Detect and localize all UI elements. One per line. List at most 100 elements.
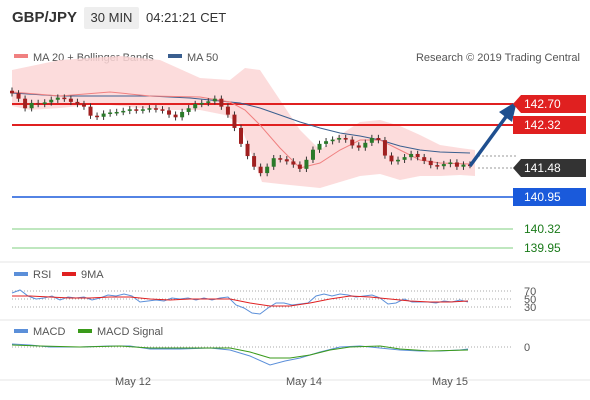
candle-body <box>153 108 158 110</box>
candle-body <box>219 98 224 107</box>
candle-body <box>239 127 243 144</box>
price-tag-142-32-label: 142.32 <box>524 118 561 132</box>
rsi-tick-70: 70 <box>524 286 536 298</box>
ma50-legend-swatch <box>168 54 182 58</box>
candle-body <box>140 109 145 111</box>
rsi-tick-50: 50 <box>524 294 536 306</box>
candle-body <box>415 153 420 158</box>
candle-body <box>10 90 14 94</box>
candle-body <box>265 166 270 174</box>
candle-body <box>180 111 185 118</box>
symbol-title: GBP/JPY <box>12 9 78 26</box>
ma50-line <box>11 92 471 154</box>
bollinger-band-area <box>12 56 475 188</box>
candle-body <box>167 110 172 115</box>
candle-body <box>454 162 459 167</box>
candle-body <box>271 158 276 167</box>
projection-arrow-shaft <box>468 112 510 168</box>
projection-arrow-head <box>499 101 517 122</box>
timeframe-button[interactable]: 30 MIN <box>84 7 139 29</box>
rsi-ma-legend-swatch <box>62 272 76 276</box>
candle-body <box>81 104 86 107</box>
credit-text: Research © 2019 Trading Central <box>416 52 580 64</box>
candle-body <box>42 102 47 104</box>
candle-body <box>173 114 178 118</box>
candle-body <box>363 142 368 148</box>
candle-body <box>291 161 296 165</box>
candle-body <box>134 109 139 111</box>
rsi-tick-30: 30 <box>524 302 536 314</box>
candle-body <box>36 102 41 105</box>
candle-body <box>29 102 34 109</box>
candle-body <box>68 98 73 102</box>
candle-body <box>402 157 407 160</box>
rsi-ma-line <box>12 295 469 307</box>
candle-body <box>448 162 453 165</box>
candle-body <box>193 104 198 109</box>
candle-body <box>304 159 309 169</box>
candle-body <box>330 139 335 142</box>
candle-body <box>350 139 355 146</box>
candle-body <box>324 141 329 144</box>
candle-body <box>23 98 28 109</box>
ma20-line <box>11 91 471 169</box>
macd-tick-0: 0 <box>524 342 530 354</box>
candle-body <box>245 143 250 157</box>
price-tag-142-32 <box>513 116 586 134</box>
candle-body <box>232 114 237 128</box>
candle-body <box>49 99 54 103</box>
macd-signal-legend-swatch <box>78 329 92 333</box>
candle-body <box>278 158 283 160</box>
candle-body <box>396 159 401 162</box>
candle-body <box>376 138 381 141</box>
candle-body <box>186 108 191 112</box>
candle-body <box>147 108 152 110</box>
candle-body <box>284 159 289 162</box>
candle-body <box>101 113 106 117</box>
ma50-legend-label: MA 50 <box>187 52 218 64</box>
candle-body <box>199 102 204 105</box>
candle-body <box>389 155 394 162</box>
candle-body <box>435 165 440 167</box>
macd-signal-line <box>11 344 469 359</box>
candle-body <box>55 97 60 100</box>
x-tick-may-14: May 14 <box>286 376 322 388</box>
candle-body <box>409 153 414 158</box>
rsi-legend-label: RSI <box>33 269 51 281</box>
candle-body <box>382 140 387 156</box>
candle-body <box>428 160 433 166</box>
candle-body <box>258 166 263 174</box>
price-tag-current-label: 141.48 <box>524 161 561 175</box>
candle-body <box>317 143 322 150</box>
price-level-139-95-label: 139.95 <box>524 241 561 255</box>
rsi-line <box>11 289 469 315</box>
candle-body <box>160 109 165 111</box>
price-level-140-32-label: 140.32 <box>524 222 561 236</box>
candle-body <box>212 98 217 102</box>
candle-body <box>310 149 315 160</box>
x-tick-may-12: May 12 <box>115 376 151 388</box>
chart-header: GBP/JPY 30 MIN 04:21:21 CET <box>0 0 590 37</box>
candle-body <box>127 109 132 111</box>
candle-body <box>461 164 466 167</box>
candle-body <box>108 112 113 115</box>
candle-body <box>441 164 446 167</box>
candle-body <box>121 110 126 113</box>
price-tag-140-95-label: 140.95 <box>524 190 561 204</box>
candle-body <box>297 164 302 169</box>
price-tag-140-95 <box>513 188 586 206</box>
x-tick-may-15: May 15 <box>432 376 468 388</box>
candle-body <box>88 106 93 116</box>
rsi-legend-swatch <box>14 272 28 276</box>
rsi-ma-legend-label: 9MA <box>81 269 104 281</box>
macd-legend-label: MACD <box>33 326 65 338</box>
bb-legend-swatch <box>14 54 28 58</box>
candle-body <box>95 115 100 118</box>
price-tag-142-70-label: 142.70 <box>524 97 561 111</box>
candle-body <box>356 145 361 148</box>
candle-body <box>225 106 230 115</box>
candle-body <box>206 101 211 103</box>
candle-body <box>16 93 21 99</box>
candle-body <box>252 156 257 167</box>
